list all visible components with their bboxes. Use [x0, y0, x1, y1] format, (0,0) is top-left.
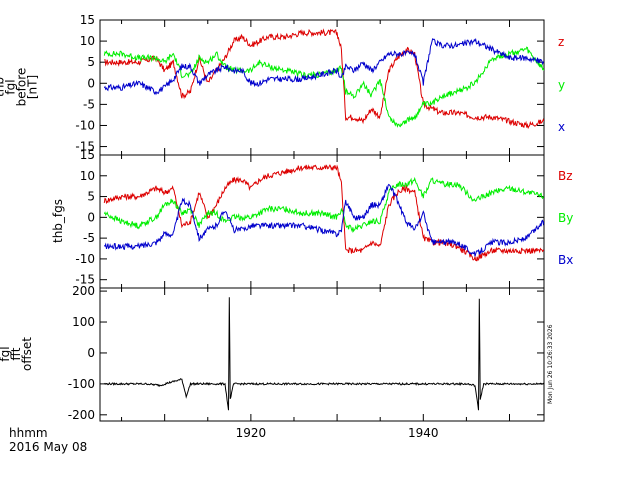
y-tick-label: 0	[87, 210, 95, 224]
y-tick-label: 10	[80, 169, 95, 183]
y-axis-label-line: thb	[0, 77, 7, 97]
panel-3: -200 -100 0 100 200 1920 1940 fglfftoffset	[0, 284, 545, 440]
y-axis-label-line: fgl	[4, 79, 18, 94]
y-tick-label: 5	[87, 55, 95, 69]
legend-z: z	[558, 35, 564, 49]
panel-1: -15 -10 -5 0 5 10 15 thbfglbefore[nT]	[0, 13, 545, 156]
y-tick-label: -5	[83, 231, 95, 245]
panel-frame	[99, 154, 545, 289]
plot-timestamp: Mon Jun 26 10:26:33 2026	[547, 324, 554, 404]
y-axis-label: fglfftoffset	[0, 337, 34, 371]
y-axis-label-line: thb_fgs	[51, 199, 65, 243]
legend-x: x	[558, 120, 565, 134]
y-tick-label: -15	[75, 273, 95, 287]
y-tick-label: -15	[75, 140, 95, 154]
y-tick-label: -10	[75, 252, 95, 266]
panel-frame	[99, 287, 545, 422]
y-tick-label: -200	[68, 408, 95, 422]
legend-bx: Bx	[558, 253, 573, 267]
y-tick-label: 200	[72, 284, 95, 298]
panel-2: -15 -10 -5 0 5 10 15 thb_fgs	[51, 148, 545, 289]
y-tick-label: 0	[87, 346, 95, 360]
series-line-y	[103, 46, 544, 128]
y-axis-label: thb_fgs	[51, 199, 65, 243]
series-line-offset	[103, 297, 544, 411]
y-tick-label: 5	[87, 190, 95, 204]
y-tick-label: -10	[75, 118, 95, 132]
series-line-bx	[103, 183, 544, 257]
y-axis-label-line: before	[15, 68, 29, 107]
y-tick-label: -100	[68, 377, 95, 391]
y-tick-label: 100	[72, 315, 95, 329]
time-unit-label: hhmm	[9, 426, 48, 440]
series-line-x	[103, 37, 544, 96]
chart-panels: -15-10-5051015thbfglbefore[nT]-15-10-505…	[0, 13, 545, 440]
legend-by: By	[558, 211, 573, 225]
y-axis-label: thbfglbefore[nT]	[0, 68, 40, 107]
y-axis-label-line: fft	[9, 347, 23, 360]
y-tick-label: 0	[87, 76, 95, 90]
series-line-by	[103, 176, 544, 233]
y-tick-label: 10	[80, 34, 95, 48]
y-axis-label-line: fgl	[0, 346, 12, 361]
x-tick-label: 1920	[236, 426, 267, 440]
y-tick-label: 15	[80, 148, 95, 162]
date-label: 2016 May 08	[9, 440, 87, 454]
series-line-z	[104, 28, 544, 130]
legend-bz: Bz	[558, 169, 573, 183]
panel-frame	[99, 19, 545, 156]
y-axis-label-line: [nT]	[26, 75, 40, 99]
y-tick-label: 15	[80, 13, 95, 27]
x-tick-label: 1940	[408, 426, 439, 440]
legend-y: y	[558, 78, 565, 92]
y-tick-label: -5	[83, 97, 95, 111]
y-axis-label-line: offset	[20, 337, 34, 371]
